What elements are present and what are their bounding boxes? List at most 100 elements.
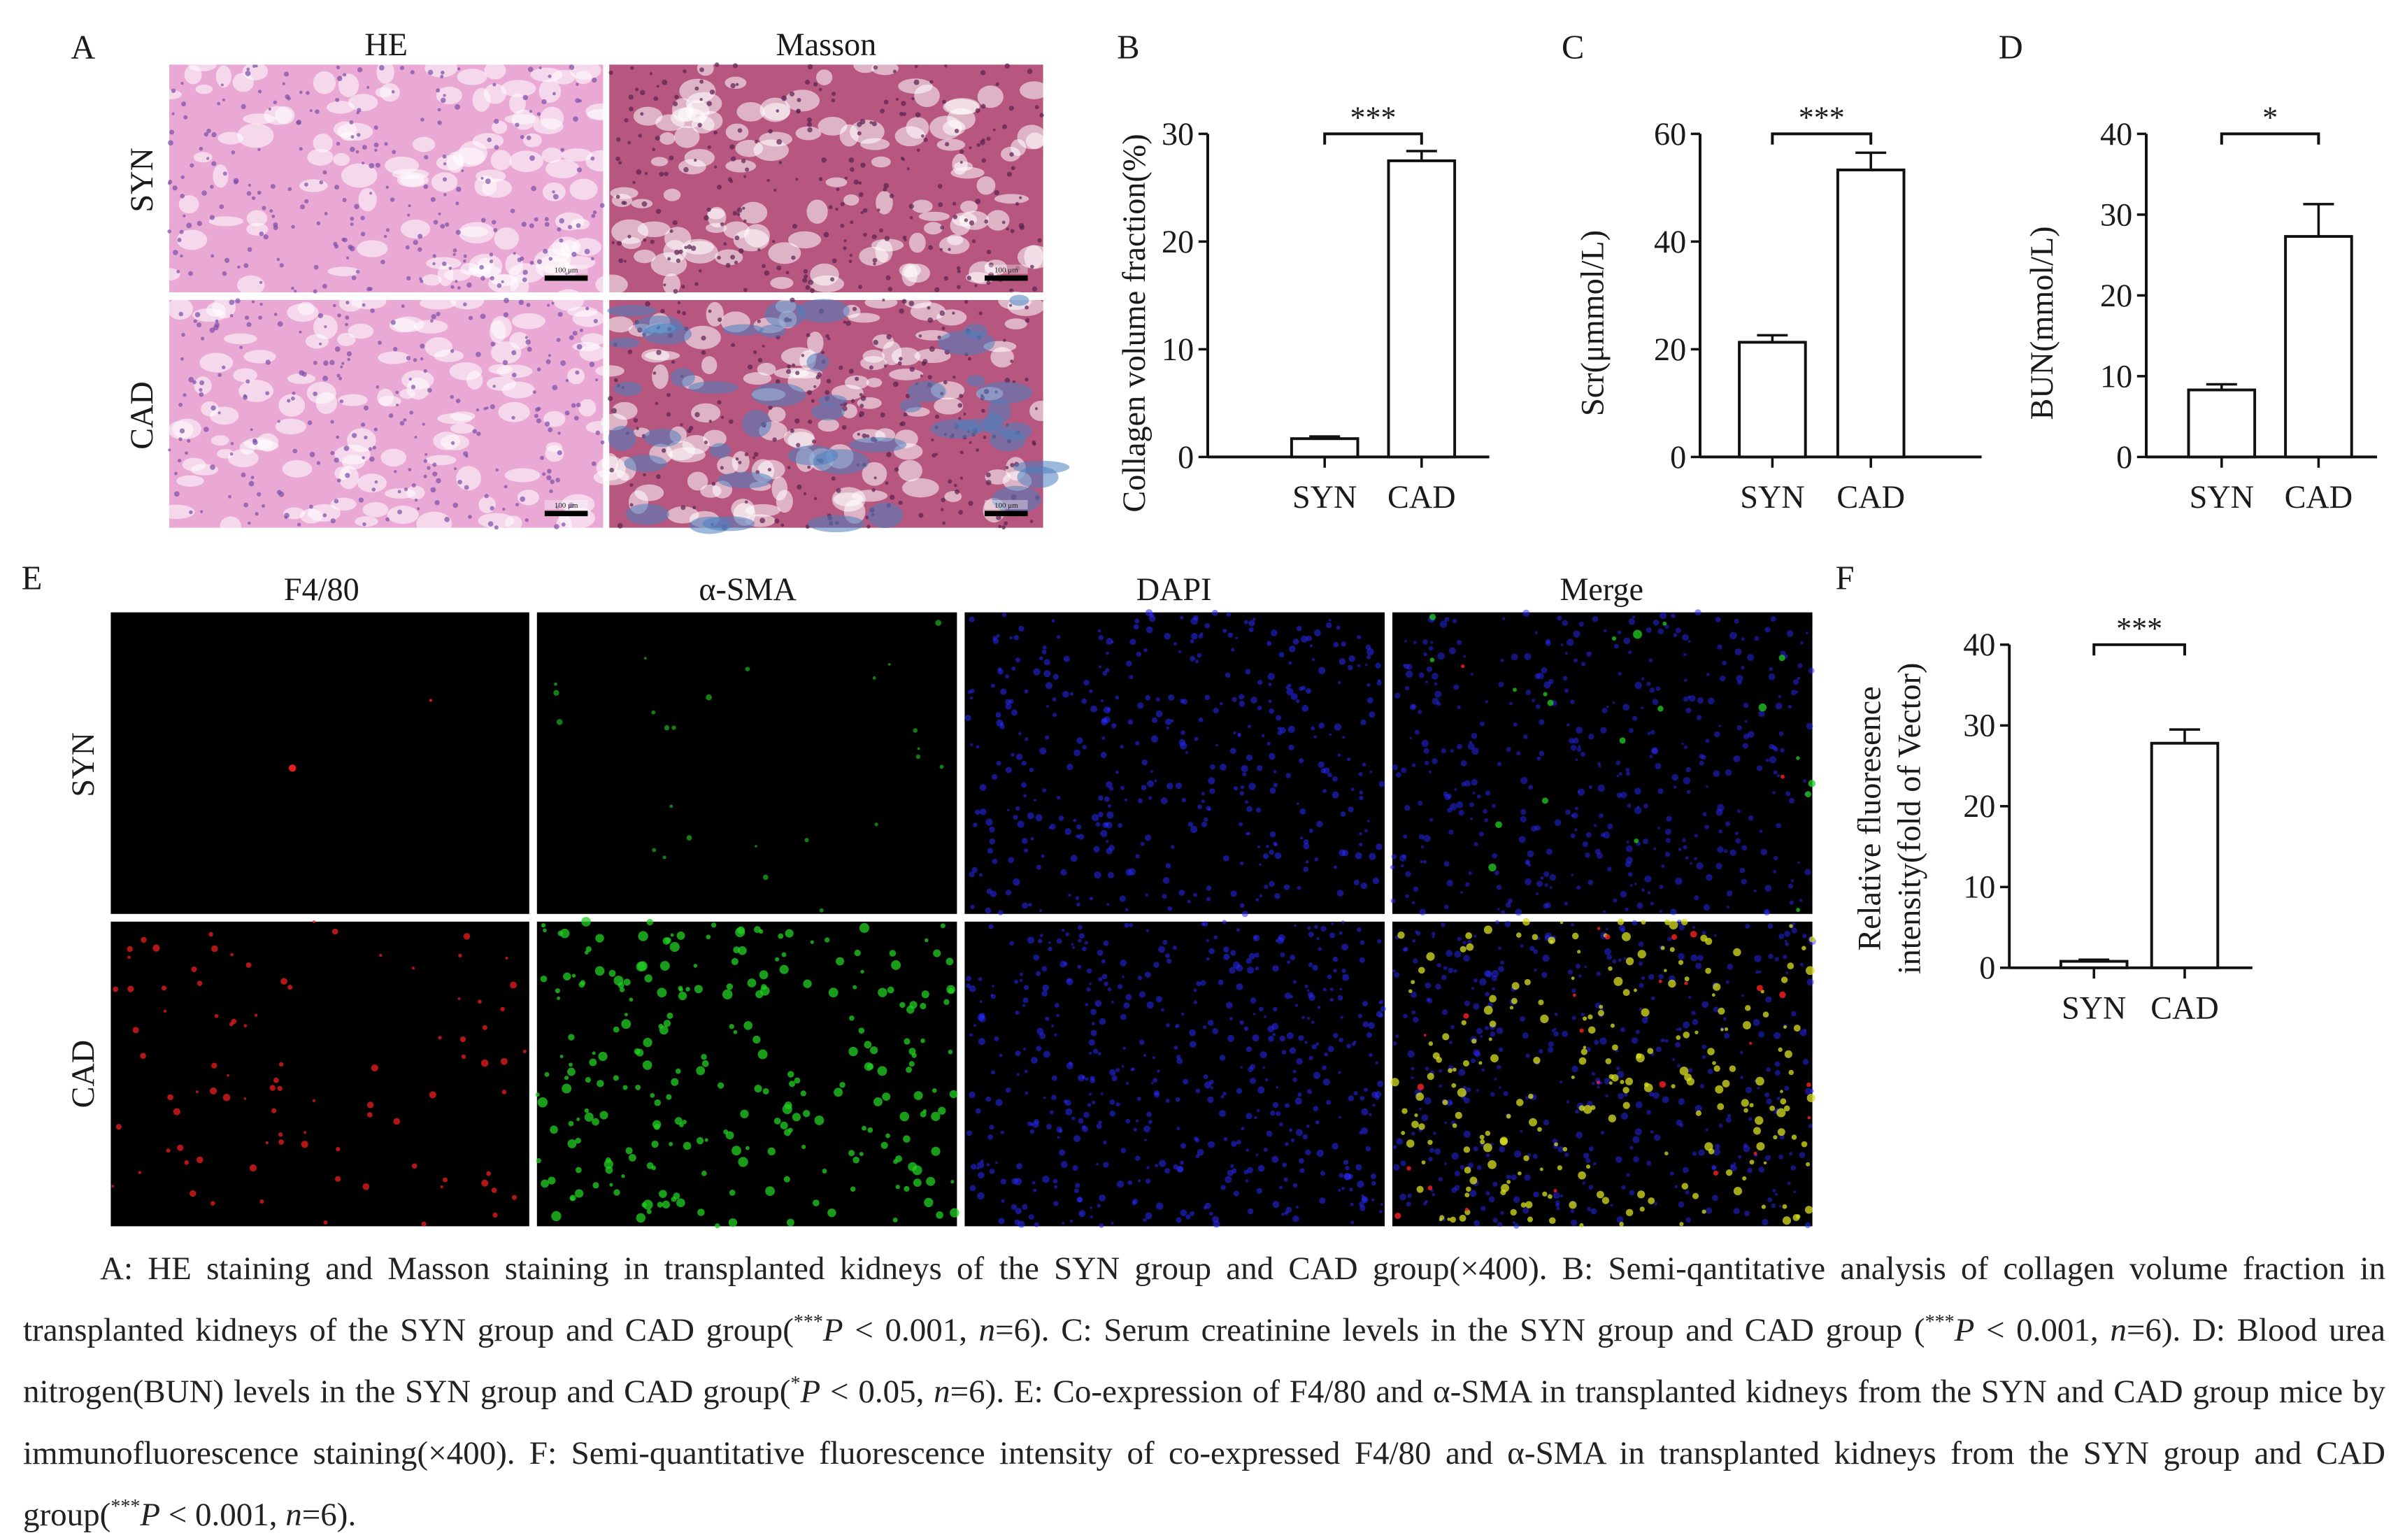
nucleus (830, 277, 835, 282)
signal-spot (574, 1189, 584, 1198)
signal-spot (1664, 1151, 1669, 1155)
signal-spot (775, 957, 780, 962)
signal-spot (1657, 706, 1664, 712)
tubule-lumen (611, 219, 649, 244)
signal-spot (1369, 1053, 1373, 1057)
y-tick-label: 20 (1654, 331, 1686, 367)
bar-cad (1387, 159, 1457, 459)
panel-label-e: E (22, 560, 43, 597)
signal-spot (1570, 699, 1575, 704)
signal-spot (1776, 1097, 1780, 1101)
nucleus (982, 138, 985, 142)
signal-spot (1274, 893, 1280, 899)
y-tick-label: 0 (1670, 439, 1686, 475)
signal-spot (1369, 853, 1376, 860)
signal-spot (1298, 758, 1304, 764)
signal-spot (1597, 927, 1601, 930)
signal-spot (1316, 820, 1323, 828)
signal-spot (1106, 637, 1113, 645)
nucleus (883, 183, 890, 189)
signal-spot (1193, 615, 1199, 621)
signal-spot (1285, 773, 1291, 778)
signal-spot (1495, 821, 1502, 829)
signal-spot (1327, 772, 1332, 778)
nucleus (490, 276, 494, 281)
nucleus (369, 456, 375, 462)
signal-spot (1056, 635, 1061, 639)
signal-spot (1674, 1185, 1678, 1189)
x-tick-label: CAD (2285, 479, 2353, 515)
significance-superscript: *** (793, 1311, 823, 1333)
signal-spot (1005, 890, 1012, 896)
signal-spot (1497, 907, 1500, 911)
signal-spot (1145, 608, 1153, 617)
signal-spot (1406, 1202, 1411, 1207)
tubule-lumen (431, 172, 458, 192)
signal-spot (1033, 954, 1040, 961)
tubule-lumen (425, 455, 457, 466)
signal-spot (1670, 908, 1677, 915)
signal-spot (1713, 934, 1717, 937)
signal-spot (1613, 976, 1623, 986)
signal-spot (1758, 710, 1765, 718)
signal-spot (1625, 861, 1632, 867)
signal-spot (1516, 1099, 1524, 1106)
nucleus (427, 69, 434, 76)
signal-spot (913, 1091, 923, 1101)
signal-spot (1189, 1029, 1196, 1036)
signal-spot (1443, 966, 1448, 971)
tubule-lumen (860, 138, 890, 150)
signal-spot (1518, 1171, 1522, 1176)
signal-spot (1570, 1209, 1575, 1213)
panel-label-f: F (1836, 560, 1855, 597)
nucleus (423, 184, 429, 190)
signal-spot (458, 953, 462, 958)
nucleus (448, 266, 452, 270)
nucleus (942, 521, 946, 525)
signal-spot (1448, 829, 1454, 835)
signal-spot (1360, 719, 1366, 725)
nucleus (357, 108, 362, 113)
signal-spot (1102, 671, 1108, 676)
nucleus (701, 350, 706, 355)
signal-spot (1733, 1187, 1743, 1196)
signal-spot (1479, 1134, 1485, 1140)
collagen-fiber (1000, 422, 1032, 441)
nucleus (552, 194, 559, 200)
nucleus (886, 452, 892, 457)
nucleus (994, 190, 1000, 196)
signal-spot (1737, 809, 1741, 813)
scale-bar-label-backdrop (544, 264, 588, 274)
signal-spot (1490, 1054, 1499, 1063)
signal-spot (1685, 856, 1689, 860)
signal-spot (1109, 786, 1114, 791)
nucleus (767, 468, 772, 472)
tubule-lumen (753, 139, 789, 162)
nucleus (673, 289, 678, 294)
tubule-lumen (380, 448, 407, 466)
nucleus (301, 371, 307, 377)
nucleus (743, 175, 747, 178)
nucleus (282, 82, 285, 86)
signal-spot (1454, 1185, 1460, 1191)
signal-spot (1057, 1136, 1060, 1139)
signal-spot (1140, 841, 1145, 846)
nucleus (190, 163, 194, 168)
signal-spot (1323, 988, 1327, 992)
nucleus (494, 145, 499, 150)
signal-spot (1065, 1108, 1073, 1115)
signal-spot (1175, 1097, 1180, 1102)
signal-spot (1753, 1018, 1760, 1026)
nucleus (299, 147, 303, 151)
signal-spot (1457, 936, 1462, 941)
signal-spot (1121, 1065, 1125, 1068)
nucleus (659, 171, 664, 177)
signal-spot (1178, 890, 1185, 896)
signal-spot (1219, 701, 1223, 706)
signal-spot (1480, 1206, 1486, 1211)
nucleus (350, 135, 355, 139)
signal-spot (597, 1080, 604, 1088)
micrograph-he-syn: 100 μm (157, 58, 616, 299)
signal-spot (1115, 1068, 1120, 1072)
signal-spot (567, 1067, 576, 1076)
